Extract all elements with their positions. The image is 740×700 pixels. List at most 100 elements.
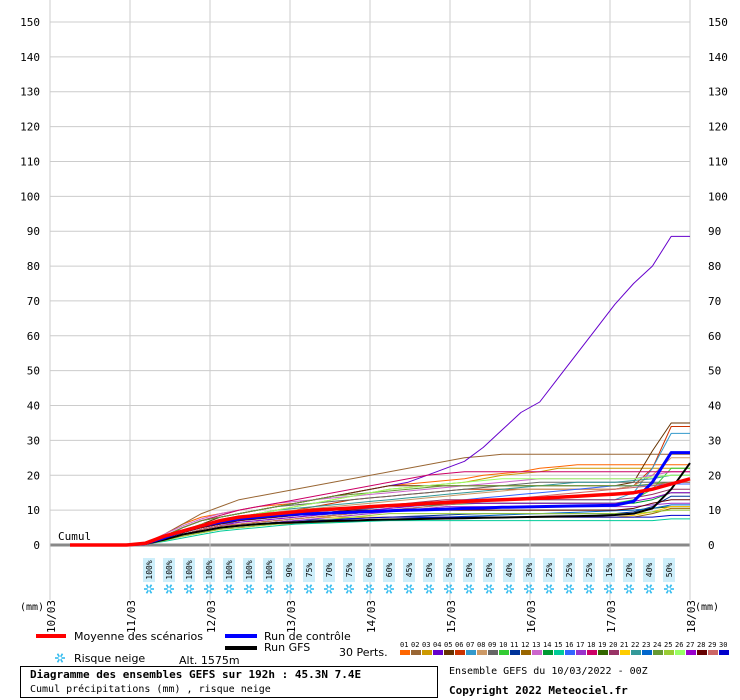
pert-label: 10 <box>499 641 507 649</box>
snowflake-center <box>187 587 191 591</box>
snow-risk-pct: 70% <box>325 563 334 578</box>
pert-swatch <box>675 650 685 655</box>
pert-swatch <box>587 650 597 655</box>
pert-label: 13 <box>532 641 540 649</box>
snow-risk-pct: 90% <box>285 563 294 578</box>
snow-risk-bg <box>403 558 415 582</box>
y-tick-label-left: 80 <box>27 260 40 273</box>
snow-risk-pct: 100% <box>225 560 234 579</box>
y-tick-label-right: 20 <box>708 469 721 482</box>
snowflake-center <box>167 587 171 591</box>
snow-risk-bg <box>603 558 615 582</box>
snow-risk-bg <box>323 558 335 582</box>
snow-risk-bg <box>483 558 495 582</box>
y-tick-label-right: 70 <box>708 295 721 308</box>
pert-label: 09 <box>488 641 496 649</box>
pert-label: 24 <box>653 641 661 649</box>
snow-risk-bg <box>443 558 455 582</box>
snowflake-icon <box>144 584 154 594</box>
y-tick-label-left: 30 <box>27 434 40 447</box>
y-tick-label-right: 150 <box>708 16 728 29</box>
snowflake-center <box>207 587 211 591</box>
snowflake-center <box>547 587 551 591</box>
y-tick-label-left: 150 <box>20 16 40 29</box>
x-tick-label: 10/03 <box>45 600 58 633</box>
pert-label: 11 <box>510 641 518 649</box>
snow-risk-bg <box>143 558 155 582</box>
snowflake-center <box>227 587 231 591</box>
pert-label: 03 <box>422 641 430 649</box>
snowflake-icon <box>184 584 194 594</box>
snow-risk-pct: 40% <box>645 563 654 578</box>
snowflake-center <box>247 587 251 591</box>
x-tick-label: 13/03 <box>285 600 298 633</box>
pert-label: 07 <box>466 641 474 649</box>
snowflake-icon <box>304 584 314 594</box>
pert-swatch <box>499 650 509 655</box>
pert-label: 16 <box>565 641 573 649</box>
y-tick-label-left: 70 <box>27 295 40 308</box>
control-line <box>70 451 690 547</box>
snowflake-icon <box>604 584 614 594</box>
y-tick-label-left: 10 <box>27 504 40 517</box>
y-tick-label-right: 110 <box>708 155 728 168</box>
pert-swatch <box>488 650 498 655</box>
y-tick-label-right: 120 <box>708 121 728 134</box>
snowflake-icon <box>484 584 494 594</box>
snow-risk-bg <box>563 558 575 582</box>
snow-risk-pct: 75% <box>345 563 354 578</box>
pert-swatch <box>620 650 630 655</box>
pert-label: 06 <box>455 641 463 649</box>
snow-risk-pct: 50% <box>425 563 434 578</box>
snow-risk-pct: 20% <box>625 563 634 578</box>
pert-swatch <box>422 650 432 655</box>
pert-swatch <box>686 650 696 655</box>
gfs-line <box>70 462 691 546</box>
y-tick-label-left: 20 <box>27 469 40 482</box>
snowflake-center <box>287 587 291 591</box>
pert-label: 05 <box>444 641 452 649</box>
y-tick-label-left: 40 <box>27 400 40 413</box>
snow-risk-pct: 40% <box>505 563 514 578</box>
snow-risk-bg <box>263 558 275 582</box>
snowflake-icon <box>224 584 234 594</box>
snow-risk-bg <box>583 558 595 582</box>
snow-risk-bg <box>363 558 375 582</box>
perturbation-line-13 <box>70 471 690 546</box>
perturbation-line-15 <box>70 518 690 546</box>
x-unit-label-right: (mm) <box>695 602 719 613</box>
pert-swatch <box>664 650 674 655</box>
y-tick-label-left: 120 <box>20 121 40 134</box>
perturbation-line-25 <box>70 509 690 546</box>
pert-swatch <box>477 650 487 655</box>
y-tick-label-right: 130 <box>708 86 728 99</box>
snow-risk-bg <box>623 558 635 582</box>
snowflake-icon <box>364 584 374 594</box>
legend-perts-label: 30 Perts. <box>339 646 388 659</box>
chart-title: Diagramme des ensembles GEFS sur 192h : … <box>30 668 362 681</box>
y-tick-label-left: 110 <box>20 155 40 168</box>
snow-risk-pct: 25% <box>545 563 554 578</box>
snowflake-center <box>607 587 611 591</box>
pert-label: 17 <box>576 641 584 649</box>
y-tick-label-left: 100 <box>20 190 40 203</box>
snow-risk-pct: 100% <box>165 560 174 579</box>
legend-mean-label: Moyenne des scénarios <box>74 630 203 643</box>
snowflake-center <box>647 587 651 591</box>
x-tick-label: 16/03 <box>525 600 538 633</box>
y-tick-label-left: 60 <box>27 330 40 343</box>
snow-risk-pct: 50% <box>485 563 494 578</box>
pert-swatch <box>444 650 454 655</box>
y-tick-label-left: 90 <box>27 225 40 238</box>
pert-label: 18 <box>587 641 595 649</box>
pert-label: 29 <box>708 641 716 649</box>
snowflake-center <box>487 587 491 591</box>
snowflake-center <box>147 587 151 591</box>
snow-risk-bg <box>183 558 195 582</box>
pert-swatch <box>521 650 531 655</box>
snow-risk-pct: 50% <box>665 563 674 578</box>
snow-risk-pct: 45% <box>405 563 414 578</box>
pert-label: 04 <box>433 641 441 649</box>
snowflake-center <box>507 587 511 591</box>
y-tick-label-left: 140 <box>20 51 40 64</box>
